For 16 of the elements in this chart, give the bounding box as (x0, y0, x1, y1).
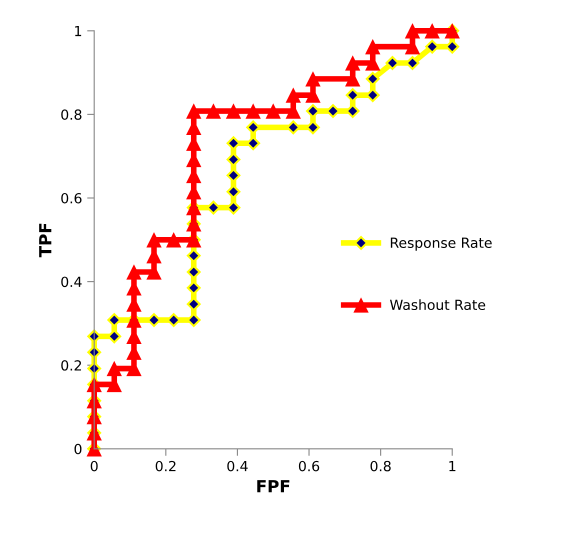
y-tick-label: 0.2 (61, 360, 82, 371)
x-tick-label: 0.4 (227, 460, 248, 472)
legend-label: Response Rate (390, 238, 492, 251)
x-tick-label: 0.6 (298, 460, 320, 472)
x-tick-label: 0.8 (370, 460, 391, 472)
x-tick-label: 0.2 (156, 460, 176, 472)
y-tick-label: 0.8 (61, 109, 82, 120)
legend-label: Washout Rate (390, 299, 486, 310)
y-tick-label: 0.6 (61, 192, 82, 204)
y-tick-label: 0 (74, 444, 82, 454)
x-tick-label: 0 (90, 460, 98, 472)
y-tick-label: 1 (75, 26, 82, 36)
x-tick-label: 1 (449, 461, 456, 472)
y-axis-title: TPF (39, 224, 52, 258)
y-tick-label: 0.4 (61, 276, 82, 288)
x-axis-title: FPF (257, 480, 290, 492)
